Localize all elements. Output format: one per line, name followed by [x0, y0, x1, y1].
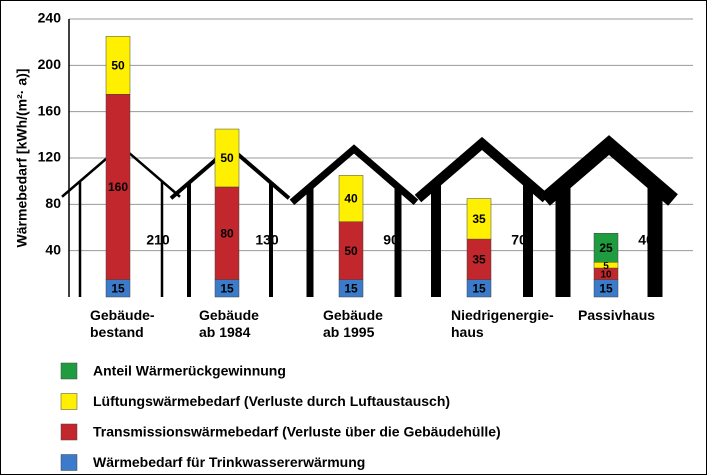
value-label: 15: [472, 281, 486, 295]
house-value-label: 210: [146, 232, 170, 248]
bar-segment: [466, 238, 492, 280]
y-tick-label: 160: [38, 102, 62, 118]
value-label: 35: [472, 253, 486, 267]
bar-segment: [214, 128, 240, 188]
bar-segment: [105, 36, 131, 95]
value-label: 40: [344, 192, 358, 206]
legend-label: Wärmebedarf für Trinkwassererwärmung: [93, 454, 365, 470]
legend-swatch: [60, 362, 78, 380]
x-tick-label: Gebäude ab 1984: [199, 307, 259, 340]
value-label: 25: [599, 241, 613, 255]
legend-label: Anteil Wärmerückgewinnung: [93, 363, 286, 379]
legend-swatch: [60, 454, 78, 471]
value-label: 10: [600, 269, 612, 280]
value-label: 160: [108, 180, 128, 194]
y-tick-label: 200: [38, 56, 62, 72]
y-tick-label: 240: [38, 10, 62, 26]
x-tick-label: Niedrigenergie- haus: [451, 307, 554, 340]
house-outline: [540, 135, 678, 297]
bar-segment: [593, 233, 619, 263]
value-label: 50: [220, 151, 234, 165]
bar-segment: [338, 175, 364, 222]
y-tick-label: 80: [45, 195, 61, 211]
x-tick-label: Passivhaus: [578, 307, 656, 323]
value-label: 15: [111, 281, 125, 295]
house-value-label: 70: [511, 232, 527, 248]
y-axis-label: Wärmebedarf [kWh/(m²· a)]: [14, 69, 30, 248]
legend-swatch: [60, 393, 78, 410]
bar-segment: [466, 198, 492, 240]
value-label: 15: [344, 281, 358, 295]
value-label: 5: [603, 261, 609, 272]
y-tick-label: 40: [45, 241, 61, 257]
house-value-label: 90: [383, 232, 399, 248]
value-label: 80: [220, 226, 234, 240]
value-label: 50: [111, 59, 125, 73]
house-outline: [289, 144, 419, 297]
house-value-label: 40: [638, 232, 654, 248]
legend-label: Transmissionswärmebedarf (Verluste über …: [93, 424, 501, 440]
value-label: 50: [344, 244, 358, 258]
value-label: 15: [220, 281, 234, 295]
x-tick-label: Gebäude- bestand: [90, 307, 155, 340]
house-value-label: 130: [255, 232, 279, 248]
house-outline: [414, 136, 550, 297]
legend-swatch: [60, 423, 78, 441]
bar-segment: [338, 221, 364, 280]
y-tick-label: 120: [38, 149, 62, 165]
value-label: 15: [599, 281, 613, 295]
value-label: 35: [472, 212, 486, 226]
x-tick-label: Gebäude ab 1995: [323, 307, 383, 340]
legend-label: Lüftungswärmebedarf (Verluste durch Luft…: [93, 393, 450, 409]
bar-segment: [214, 186, 240, 280]
